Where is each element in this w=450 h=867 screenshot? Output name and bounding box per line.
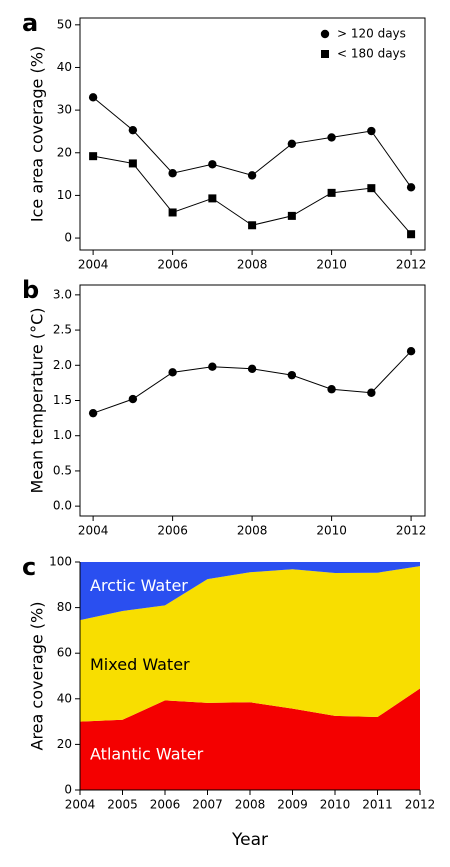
x-tick-label: 2011 (362, 798, 393, 812)
x-tick-label: 2012 (396, 258, 427, 272)
legend-marker (320, 29, 330, 39)
marker (327, 133, 336, 142)
marker (88, 408, 98, 418)
y-tick-label: 2.5 (53, 323, 72, 337)
marker (367, 184, 376, 193)
y-tick-label: 40 (57, 60, 72, 74)
x-tick-label: 2010 (320, 798, 351, 812)
area-label: Atlantic Water (90, 744, 204, 763)
marker (406, 183, 416, 192)
legend-label: < 180 days (337, 47, 406, 61)
marker (128, 159, 137, 168)
y-tick-label: 0 (64, 783, 72, 797)
x-tick-label: 2012 (405, 798, 436, 812)
y-tick-label: 1.5 (53, 393, 72, 407)
marker (327, 188, 336, 197)
area-label: Mixed Water (90, 655, 190, 674)
marker (168, 169, 177, 178)
x-tick-label: 2008 (237, 258, 268, 272)
x-tick-label: 2004 (65, 798, 96, 812)
y-tick-label: 0.5 (53, 463, 72, 477)
legend-label: > 120 days (337, 27, 406, 41)
legend-marker (321, 50, 329, 58)
y-tick-label: 3.0 (53, 287, 72, 301)
marker (327, 385, 336, 394)
y-tick-label: 20 (57, 145, 72, 159)
area (80, 688, 420, 790)
y-tick-label: 2.0 (53, 358, 72, 372)
x-tick-label: 2010 (316, 258, 347, 272)
x-tick-label: 2012 (396, 524, 427, 538)
area-label: Arctic Water (90, 576, 188, 595)
area (80, 562, 420, 621)
marker (208, 160, 217, 169)
marker (208, 362, 217, 371)
y-tick-label: 0.0 (53, 499, 72, 513)
x-tick-label: 2010 (316, 524, 347, 538)
marker (88, 93, 98, 102)
y-tick-label: 0 (64, 231, 72, 245)
y-tick-label: 40 (57, 691, 72, 705)
y-axis-label: Mean temperature (°C) (28, 308, 47, 494)
marker (248, 221, 257, 230)
x-tick-label: 2004 (78, 524, 109, 538)
x-tick-label: 2006 (157, 258, 188, 272)
panel-label: b (22, 276, 39, 304)
y-axis-label: Ice area coverage (%) (28, 46, 47, 222)
marker (89, 152, 98, 161)
y-tick-label: 10 (57, 188, 72, 202)
y-tick-label: 60 (57, 646, 72, 660)
marker (367, 126, 376, 136)
x-tick-label: 2009 (277, 798, 308, 812)
marker (208, 194, 217, 203)
y-tick-label: 30 (57, 103, 72, 117)
marker (367, 388, 376, 397)
marker (128, 125, 138, 135)
x-tick-label: 2008 (237, 524, 268, 538)
x-tick-label: 2007 (192, 798, 223, 812)
marker (128, 394, 138, 404)
marker (287, 139, 297, 149)
y-tick-label: 100 (49, 555, 72, 569)
marker (407, 230, 416, 239)
y-axis-label: Area coverage (%) (28, 602, 47, 751)
panel-label: a (22, 9, 38, 37)
y-tick-label: 1.0 (53, 428, 72, 442)
marker (168, 368, 177, 377)
y-tick-label: 50 (57, 17, 72, 31)
marker (406, 347, 416, 356)
y-tick-label: 80 (57, 600, 72, 614)
y-tick-label: 20 (57, 737, 72, 751)
x-tick-label: 2006 (157, 524, 188, 538)
area (80, 566, 420, 722)
marker (247, 171, 257, 180)
marker (287, 211, 296, 220)
marker (168, 208, 177, 217)
marker (247, 364, 257, 374)
x-tick-label: 2005 (107, 798, 138, 812)
x-tick-label: 2006 (150, 798, 181, 812)
x-tick-label: 2008 (235, 798, 266, 812)
series-line (92, 350, 412, 414)
panel-label: c (22, 553, 36, 581)
marker (287, 370, 297, 380)
x-tick-label: 2004 (78, 258, 109, 272)
x-axis-label: Year (231, 830, 268, 850)
